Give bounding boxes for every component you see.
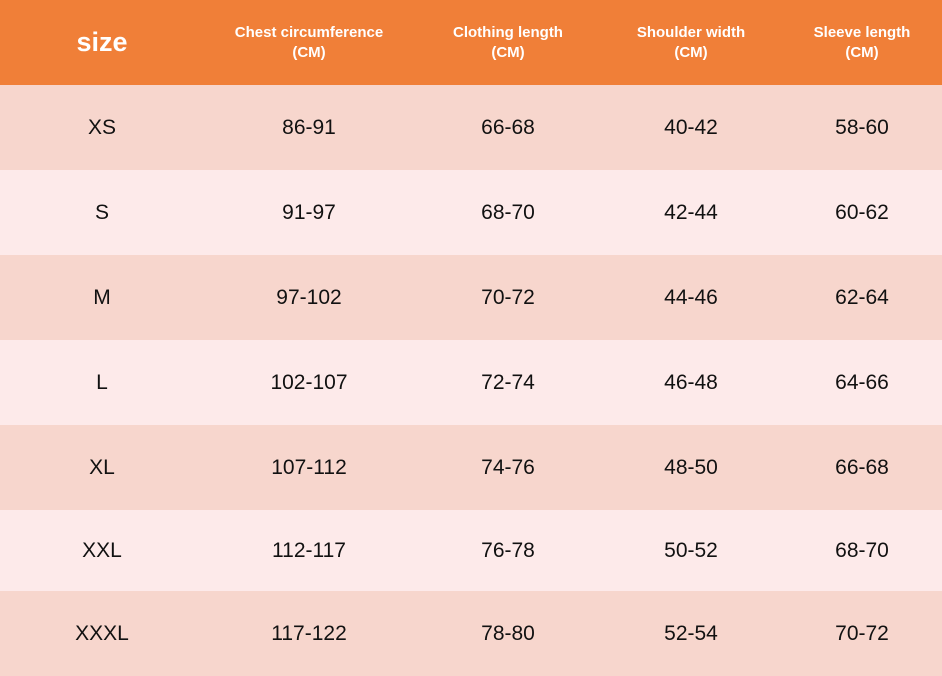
table-row: M 97-102 70-72 44-46 62-64 (0, 255, 942, 340)
header-unit: (CM) (292, 43, 326, 61)
header-label: Clothing length (453, 23, 563, 41)
header-unit: (CM) (491, 43, 525, 61)
table-row: L 102-107 72-74 46-48 64-66 (0, 340, 942, 425)
header-chest-circumference: Chest circumference (CM) (207, 0, 411, 85)
length-cell: 74-76 (481, 455, 535, 479)
shoulder-cell: 44-46 (664, 285, 718, 309)
chest-cell: 102-107 (270, 370, 348, 394)
shoulder-cell: 42-44 (664, 200, 718, 224)
header-label: Shoulder width (636, 23, 746, 41)
size-cell: M (93, 285, 111, 309)
table-row: S 91-97 68-70 42-44 60-62 (0, 170, 942, 255)
chest-cell: 97-102 (276, 285, 342, 309)
header-size: size (76, 27, 128, 57)
table-row: XL 107-112 74-76 48-50 66-68 (0, 425, 942, 510)
chest-cell: 107-112 (271, 455, 347, 479)
chest-cell: 86-91 (282, 115, 336, 139)
sleeve-cell: 64-66 (835, 370, 889, 394)
header-shoulder-width: Shoulder width (CM) (602, 0, 780, 85)
sleeve-cell: 62-64 (835, 285, 889, 309)
sleeve-cell: 68-70 (835, 538, 889, 562)
chest-cell: 91-97 (282, 200, 336, 224)
size-cell: XS (87, 115, 116, 139)
sleeve-cell: 70-72 (835, 621, 889, 645)
size-cell: XXL (82, 538, 122, 562)
table-row: XXXL 117-122 78-80 52-54 70-72 (0, 591, 942, 676)
chest-cell: 117-122 (271, 621, 347, 645)
sleeve-cell: 58-60 (835, 115, 889, 139)
size-cell: L (96, 370, 108, 394)
table-header-row: size Chest circumference (CM) Clothing l… (0, 0, 942, 85)
shoulder-cell: 40-42 (664, 115, 718, 139)
length-cell: 66-68 (481, 115, 535, 139)
shoulder-cell: 48-50 (664, 455, 718, 479)
table-row: XXL 112-117 76-78 50-52 68-70 (0, 510, 942, 591)
header-label: Sleeve length (813, 23, 911, 41)
length-cell: 76-78 (481, 538, 535, 562)
shoulder-cell: 50-52 (664, 538, 718, 562)
table-row: XS 86-91 66-68 40-42 58-60 (0, 85, 942, 170)
length-cell: 70-72 (481, 285, 535, 309)
header-label: Chest circumference (234, 23, 384, 41)
header-unit: (CM) (674, 43, 708, 61)
length-cell: 68-70 (481, 200, 535, 224)
shoulder-cell: 46-48 (664, 370, 718, 394)
size-cell: XL (89, 455, 115, 479)
shoulder-cell: 52-54 (664, 621, 718, 645)
size-cell: XXXL (75, 621, 129, 645)
chest-cell: 112-117 (272, 538, 346, 562)
length-cell: 72-74 (481, 370, 535, 394)
header-sleeve-length: Sleeve length (CM) (782, 0, 942, 85)
sleeve-cell: 60-62 (835, 200, 889, 224)
header-clothing-length: Clothing length (CM) (418, 0, 598, 85)
sleeve-cell: 66-68 (835, 455, 889, 479)
size-cell: S (94, 200, 109, 224)
length-cell: 78-80 (481, 621, 535, 645)
header-unit: (CM) (845, 43, 879, 61)
